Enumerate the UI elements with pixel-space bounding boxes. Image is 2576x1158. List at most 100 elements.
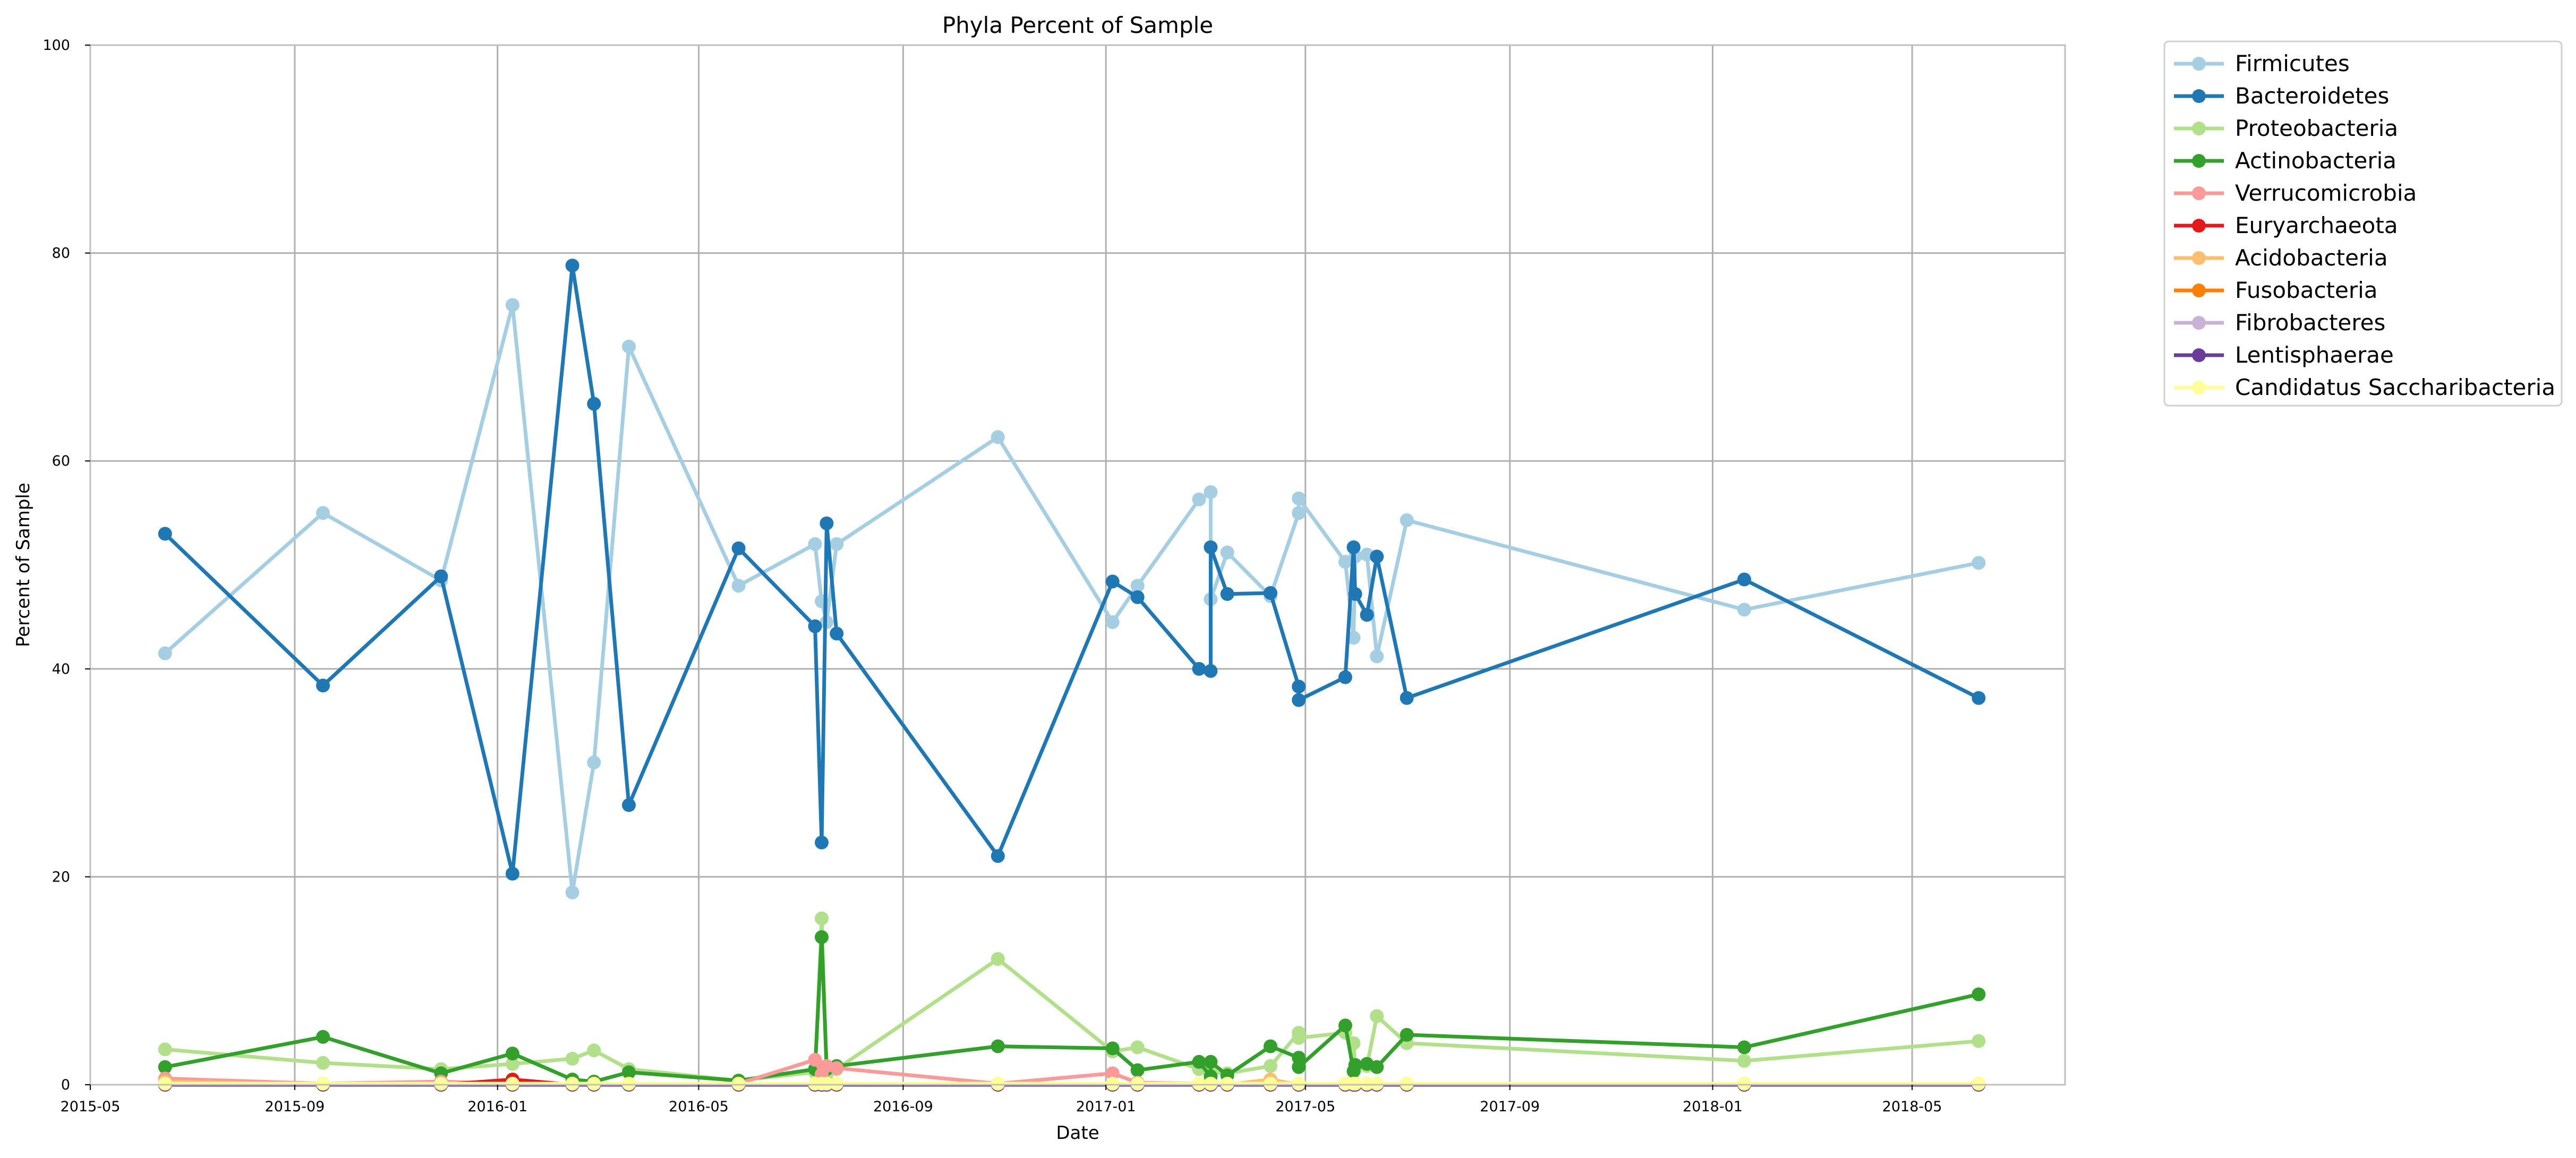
data-point bbox=[1370, 550, 1384, 564]
data-point bbox=[1346, 631, 1361, 645]
x-tick-label: 2016-05 bbox=[669, 1099, 729, 1115]
legend-label: Acidobacteria bbox=[2235, 245, 2388, 271]
x-tick-label: 2017-05 bbox=[1275, 1099, 1335, 1115]
legend-marker bbox=[2192, 219, 2206, 233]
legend-marker bbox=[2192, 57, 2206, 71]
data-point bbox=[991, 849, 1005, 863]
data-point bbox=[1264, 1039, 1277, 1053]
data-point bbox=[991, 1039, 1005, 1053]
data-point bbox=[731, 1077, 746, 1091]
data-point bbox=[622, 1065, 636, 1079]
data-point bbox=[1370, 1060, 1384, 1074]
legend: Firmicutes Bacteroidetes Proteobacteria Act… bbox=[2163, 40, 2563, 407]
data-point bbox=[1370, 1077, 1384, 1091]
legend-label: Euryarchaeota bbox=[2235, 212, 2398, 238]
plot-frame bbox=[89, 44, 2066, 1086]
y-tick-label: 100 bbox=[42, 37, 70, 54]
data-point bbox=[808, 619, 822, 633]
data-point bbox=[316, 1030, 330, 1044]
data-point bbox=[316, 679, 330, 693]
data-point bbox=[815, 911, 829, 925]
x-axis-label: Date bbox=[1056, 1122, 1099, 1144]
data-point bbox=[158, 1077, 172, 1091]
legend-marker bbox=[2192, 284, 2206, 297]
chart-title: Phyla Percent of Sample bbox=[942, 12, 1213, 38]
data-point bbox=[1204, 1077, 1218, 1091]
legend-label: Fusobacteria bbox=[2235, 277, 2378, 303]
data-point bbox=[565, 885, 579, 899]
data-point bbox=[1220, 545, 1234, 560]
legend-marker bbox=[2192, 122, 2206, 135]
y-tick-label: 20 bbox=[52, 869, 70, 885]
data-point bbox=[505, 867, 519, 881]
data-point bbox=[1292, 1077, 1306, 1091]
series-candidatus-saccharibacteria bbox=[158, 1077, 1986, 1091]
x-tick-label: 2016-01 bbox=[467, 1099, 527, 1115]
data-point bbox=[1400, 1028, 1414, 1042]
legend-label: Firmicutes bbox=[2235, 50, 2350, 76]
data-point bbox=[1105, 615, 1120, 629]
data-point bbox=[434, 569, 448, 584]
data-point bbox=[158, 527, 172, 541]
legend-marker bbox=[2192, 348, 2206, 362]
y-tick-label: 80 bbox=[52, 245, 70, 262]
data-point bbox=[1292, 491, 1306, 505]
data-point bbox=[622, 339, 636, 354]
data-point bbox=[1737, 572, 1751, 587]
legend-label: Verrucomicrobia bbox=[2235, 180, 2417, 206]
y-tick-label: 0 bbox=[61, 1077, 70, 1093]
x-tick-label: 2017-01 bbox=[1076, 1099, 1136, 1115]
data-point bbox=[1400, 513, 1414, 527]
x-tick-label: 2016-09 bbox=[873, 1099, 933, 1115]
data-point bbox=[1972, 691, 1986, 705]
data-point bbox=[1972, 987, 1986, 1001]
legend-label: Fibrobacteres bbox=[2235, 310, 2385, 336]
y-tick-label: 40 bbox=[52, 661, 70, 677]
data-point bbox=[1264, 586, 1277, 600]
data-point bbox=[1346, 540, 1361, 554]
data-point bbox=[1130, 1063, 1145, 1077]
data-point bbox=[1220, 1077, 1234, 1091]
data-point bbox=[731, 541, 746, 555]
x-tick-label: 2015-05 bbox=[61, 1099, 121, 1115]
data-point bbox=[1972, 1077, 1986, 1091]
data-point bbox=[316, 1056, 330, 1070]
data-point bbox=[158, 1042, 172, 1057]
data-point bbox=[587, 1043, 601, 1058]
data-point bbox=[505, 298, 519, 312]
data-point bbox=[1204, 485, 1218, 499]
data-point bbox=[565, 259, 579, 273]
data-point bbox=[1105, 1041, 1120, 1056]
y-tick-label: 60 bbox=[52, 453, 70, 469]
data-point bbox=[1192, 492, 1206, 507]
x-tick-label: 2017-09 bbox=[1480, 1099, 1540, 1115]
data-point bbox=[1972, 1034, 1986, 1048]
legend-frame bbox=[2163, 40, 2563, 407]
data-point bbox=[820, 516, 834, 530]
data-point bbox=[991, 430, 1005, 444]
legend-label: Bacteroidetes bbox=[2235, 83, 2389, 109]
data-point bbox=[1204, 540, 1218, 554]
data-point bbox=[316, 506, 330, 520]
data-point bbox=[1264, 1077, 1277, 1091]
data-point bbox=[1105, 1066, 1120, 1080]
data-point bbox=[622, 1077, 636, 1091]
data-point bbox=[1348, 1077, 1362, 1091]
data-point bbox=[316, 1077, 330, 1091]
legend-marker bbox=[2192, 316, 2206, 330]
legend-marker bbox=[2192, 251, 2206, 265]
data-point bbox=[1360, 1077, 1374, 1091]
series-bacteroidetes bbox=[158, 259, 1986, 881]
data-point bbox=[830, 1061, 844, 1075]
data-point bbox=[565, 1052, 579, 1066]
data-point bbox=[1292, 1060, 1306, 1074]
data-point bbox=[1292, 506, 1306, 520]
data-point bbox=[1130, 1040, 1145, 1054]
legend-label: Actinobacteria bbox=[2235, 148, 2396, 174]
data-point bbox=[1204, 1054, 1218, 1069]
data-point bbox=[1737, 1054, 1751, 1068]
data-point bbox=[1737, 1040, 1751, 1054]
data-point bbox=[815, 930, 829, 944]
